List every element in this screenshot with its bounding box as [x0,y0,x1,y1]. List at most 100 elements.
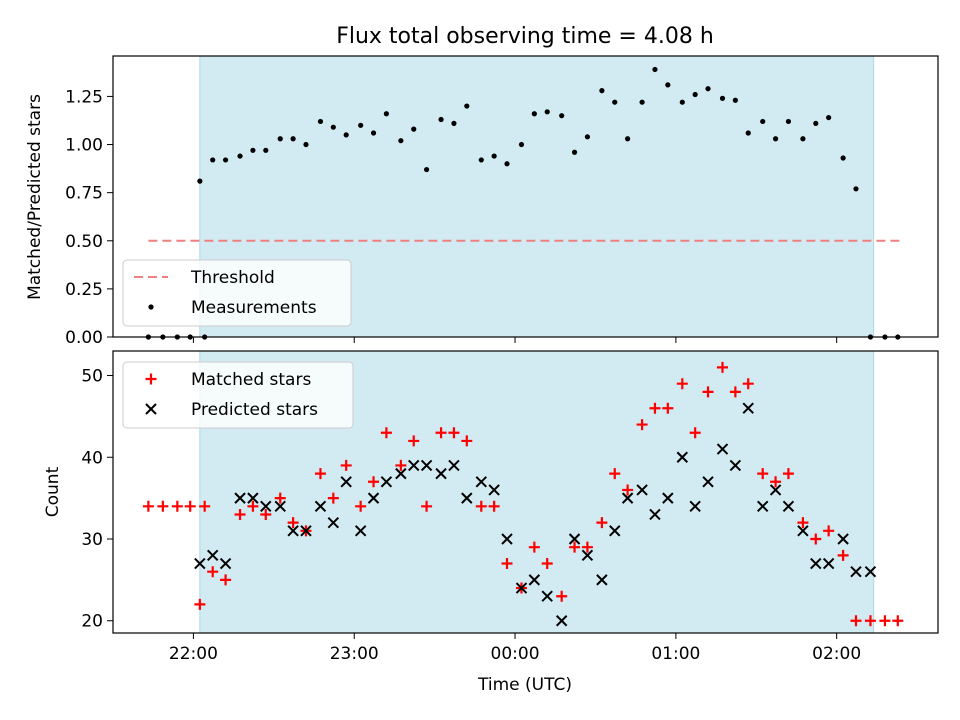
matched-stars-point [676,378,688,390]
matched-stars-point [395,459,407,471]
matched-stars-point [421,500,433,512]
measurements-point [290,136,296,142]
measurements-point [571,149,578,155]
matched-stars-point [274,492,286,504]
matched-stars-point [368,476,380,488]
predicted-stars-point [448,459,460,472]
predicted-stars-point [314,500,327,513]
matched-stars-point [742,378,754,390]
legend-predicted-stars-label: Predicted stars [191,400,318,420]
predicted-stars-point [757,500,769,513]
measurements-point [317,118,324,125]
predicted-stars-point [380,476,393,488]
measurements-point [197,178,203,184]
predicted-stars-point [340,476,352,488]
legend-matched-stars-label: Matched stars [191,370,311,390]
measurements-point [732,97,738,103]
chart-title: Flux total observing time = 4.08 h [336,24,714,49]
predicted-stars-point [247,492,259,504]
measurements-point [612,99,618,105]
bottom-panel-frame [112,350,939,634]
predicted-stars-point [581,549,594,562]
measurements-point [559,113,565,119]
measurements-point [504,161,510,167]
measurements-point [639,99,645,105]
matched-stars-point [220,574,232,586]
predicted-stars-point [408,459,420,472]
top-ytick-label: 0.00 [65,328,103,348]
top-ytick-label: 1.00 [65,136,103,156]
measurements-point [840,155,846,161]
predicted-stars-point [702,476,714,488]
measurements-point [760,118,766,125]
top-panel-frame [112,55,939,338]
matched-stars-point [287,517,299,529]
matched-stars-point [717,361,729,373]
predicted-stars-point [435,467,447,480]
predicted-stars-point [568,533,581,545]
matched-stars-point [314,468,326,480]
measurements-point [544,109,550,115]
predicted-stars-point [649,508,661,521]
top-ytick-label: 0.75 [65,184,103,204]
matched-stars-point [207,566,219,578]
matched-stars-point [837,549,849,561]
predicted-stars-point [541,590,553,602]
matched-stars-point [260,508,272,520]
predicted-stars-point [420,459,433,472]
measurements-point [705,86,711,92]
measurements-point [222,157,229,163]
bottom-ylabel: Count [43,466,63,517]
matched-stars-point [609,468,621,480]
top-panel: 0.00 0.25 0.50 0.75 1.00 1.25 Matched/Predict… [25,55,939,348]
matched-stars-point [702,386,714,398]
measurements-point [625,136,631,142]
predicted-stars-point [300,525,312,537]
predicted-stars-point [596,574,608,586]
predicted-stars-point [461,492,473,504]
measurements-point [813,120,819,126]
matched-stars-point [234,508,246,520]
measurements-point [438,116,444,123]
matched-stars-point [892,615,904,627]
measurements-point [719,95,726,101]
predicted-stars-point [501,533,513,545]
predicted-stars-point [837,533,849,545]
matched-stars-point [501,558,513,570]
predicted-stars-point [621,492,634,504]
matched-stars-point [729,386,741,398]
matched-stars-point [649,402,661,414]
measurements-point [303,141,309,148]
measurements-point [210,157,216,163]
measurements-point [398,138,404,144]
matched-stars-point [541,558,553,570]
bottom-ytick-label: 30 [81,530,103,550]
measurements-point [531,111,537,117]
matched-stars-point [757,468,769,480]
legend-box [122,259,352,327]
predicted-stars-point [287,525,299,537]
xtick-label: 23:00 [330,644,379,664]
predicted-stars-point [555,615,568,627]
matched-stars-point [380,427,392,439]
matched-stars-point [797,517,809,529]
matched-stars-point [435,427,447,439]
predicted-stars-point [742,402,754,414]
matched-stars-point [488,500,500,512]
measurements-point [343,132,349,138]
predicted-stars-point [475,476,487,488]
measurements-point [679,99,685,105]
matched-stars-point [662,402,674,414]
matched-stars-point [810,533,822,545]
matched-stars-point [448,427,460,439]
matched-stars-point [171,500,183,512]
measurements-point [772,136,779,142]
measurements-point [411,126,417,132]
predicted-stars-point [769,484,782,496]
measurements-point [277,136,283,142]
xtick-label: 00:00 [491,644,540,664]
legend-matched-stars-swatch [145,373,157,385]
measurements-point [853,186,859,192]
measurements-point [491,153,497,159]
